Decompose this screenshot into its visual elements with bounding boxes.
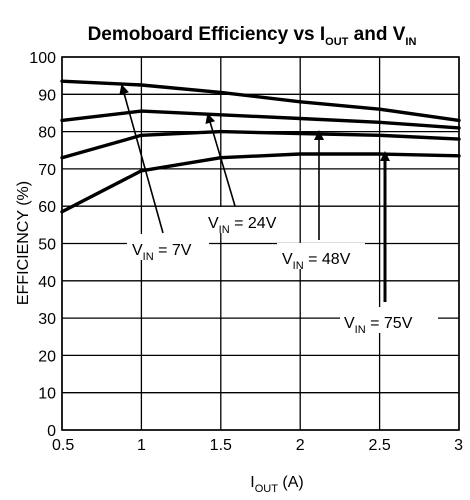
y-tick-label: 40 (38, 274, 56, 291)
annotation-arrows (119, 84, 390, 302)
y-axis-label: EFFICIENCY (%) (15, 181, 32, 305)
y-tick-label: 20 (38, 348, 56, 365)
chart-title: Demoboard Efficiency vs IOUT and VIN (88, 24, 417, 48)
x-tick-label: 1.5 (210, 437, 232, 454)
annotation-48v: VIN = 48V (282, 251, 351, 272)
x-tick-label: 2 (296, 437, 305, 454)
arrow-7v (119, 84, 164, 234)
x-tick-label: 2.5 (368, 437, 390, 454)
x-tick-label: 3 (454, 437, 463, 454)
series-line-1 (60, 109, 461, 130)
annotation-24v: VIN = 24V (208, 215, 277, 236)
y-tick-label: 10 (38, 386, 56, 403)
y-tick-label: 30 (38, 311, 56, 328)
x-tick-label: 0.5 (52, 437, 74, 454)
y-tick-label: 100 (29, 50, 56, 67)
series-line-2 (60, 129, 461, 160)
y-tick-label: 0 (47, 423, 56, 440)
x-tick-label: 1 (137, 437, 146, 454)
x-axis-label: IOUT (A) (250, 474, 303, 495)
series-lines (60, 79, 461, 214)
annotation-7v: VIN = 7V (132, 242, 192, 263)
y-tick-label: 50 (38, 237, 56, 254)
series-line-3 (60, 152, 461, 214)
y-tick-label: 90 (38, 87, 56, 104)
y-tick-label: 70 (38, 162, 56, 179)
plot-frame (61, 56, 460, 431)
annotation-75v: VIN = 75V (344, 315, 413, 336)
y-tick-label: 80 (38, 125, 56, 142)
arrow-24v (205, 113, 236, 207)
x-tick-labels: 0.5 1 1.5 2 2.5 3 (52, 437, 463, 454)
y-tick-labels: 0 10 20 30 40 50 60 70 80 90 100 (29, 50, 56, 440)
y-tick-label: 60 (38, 199, 56, 216)
